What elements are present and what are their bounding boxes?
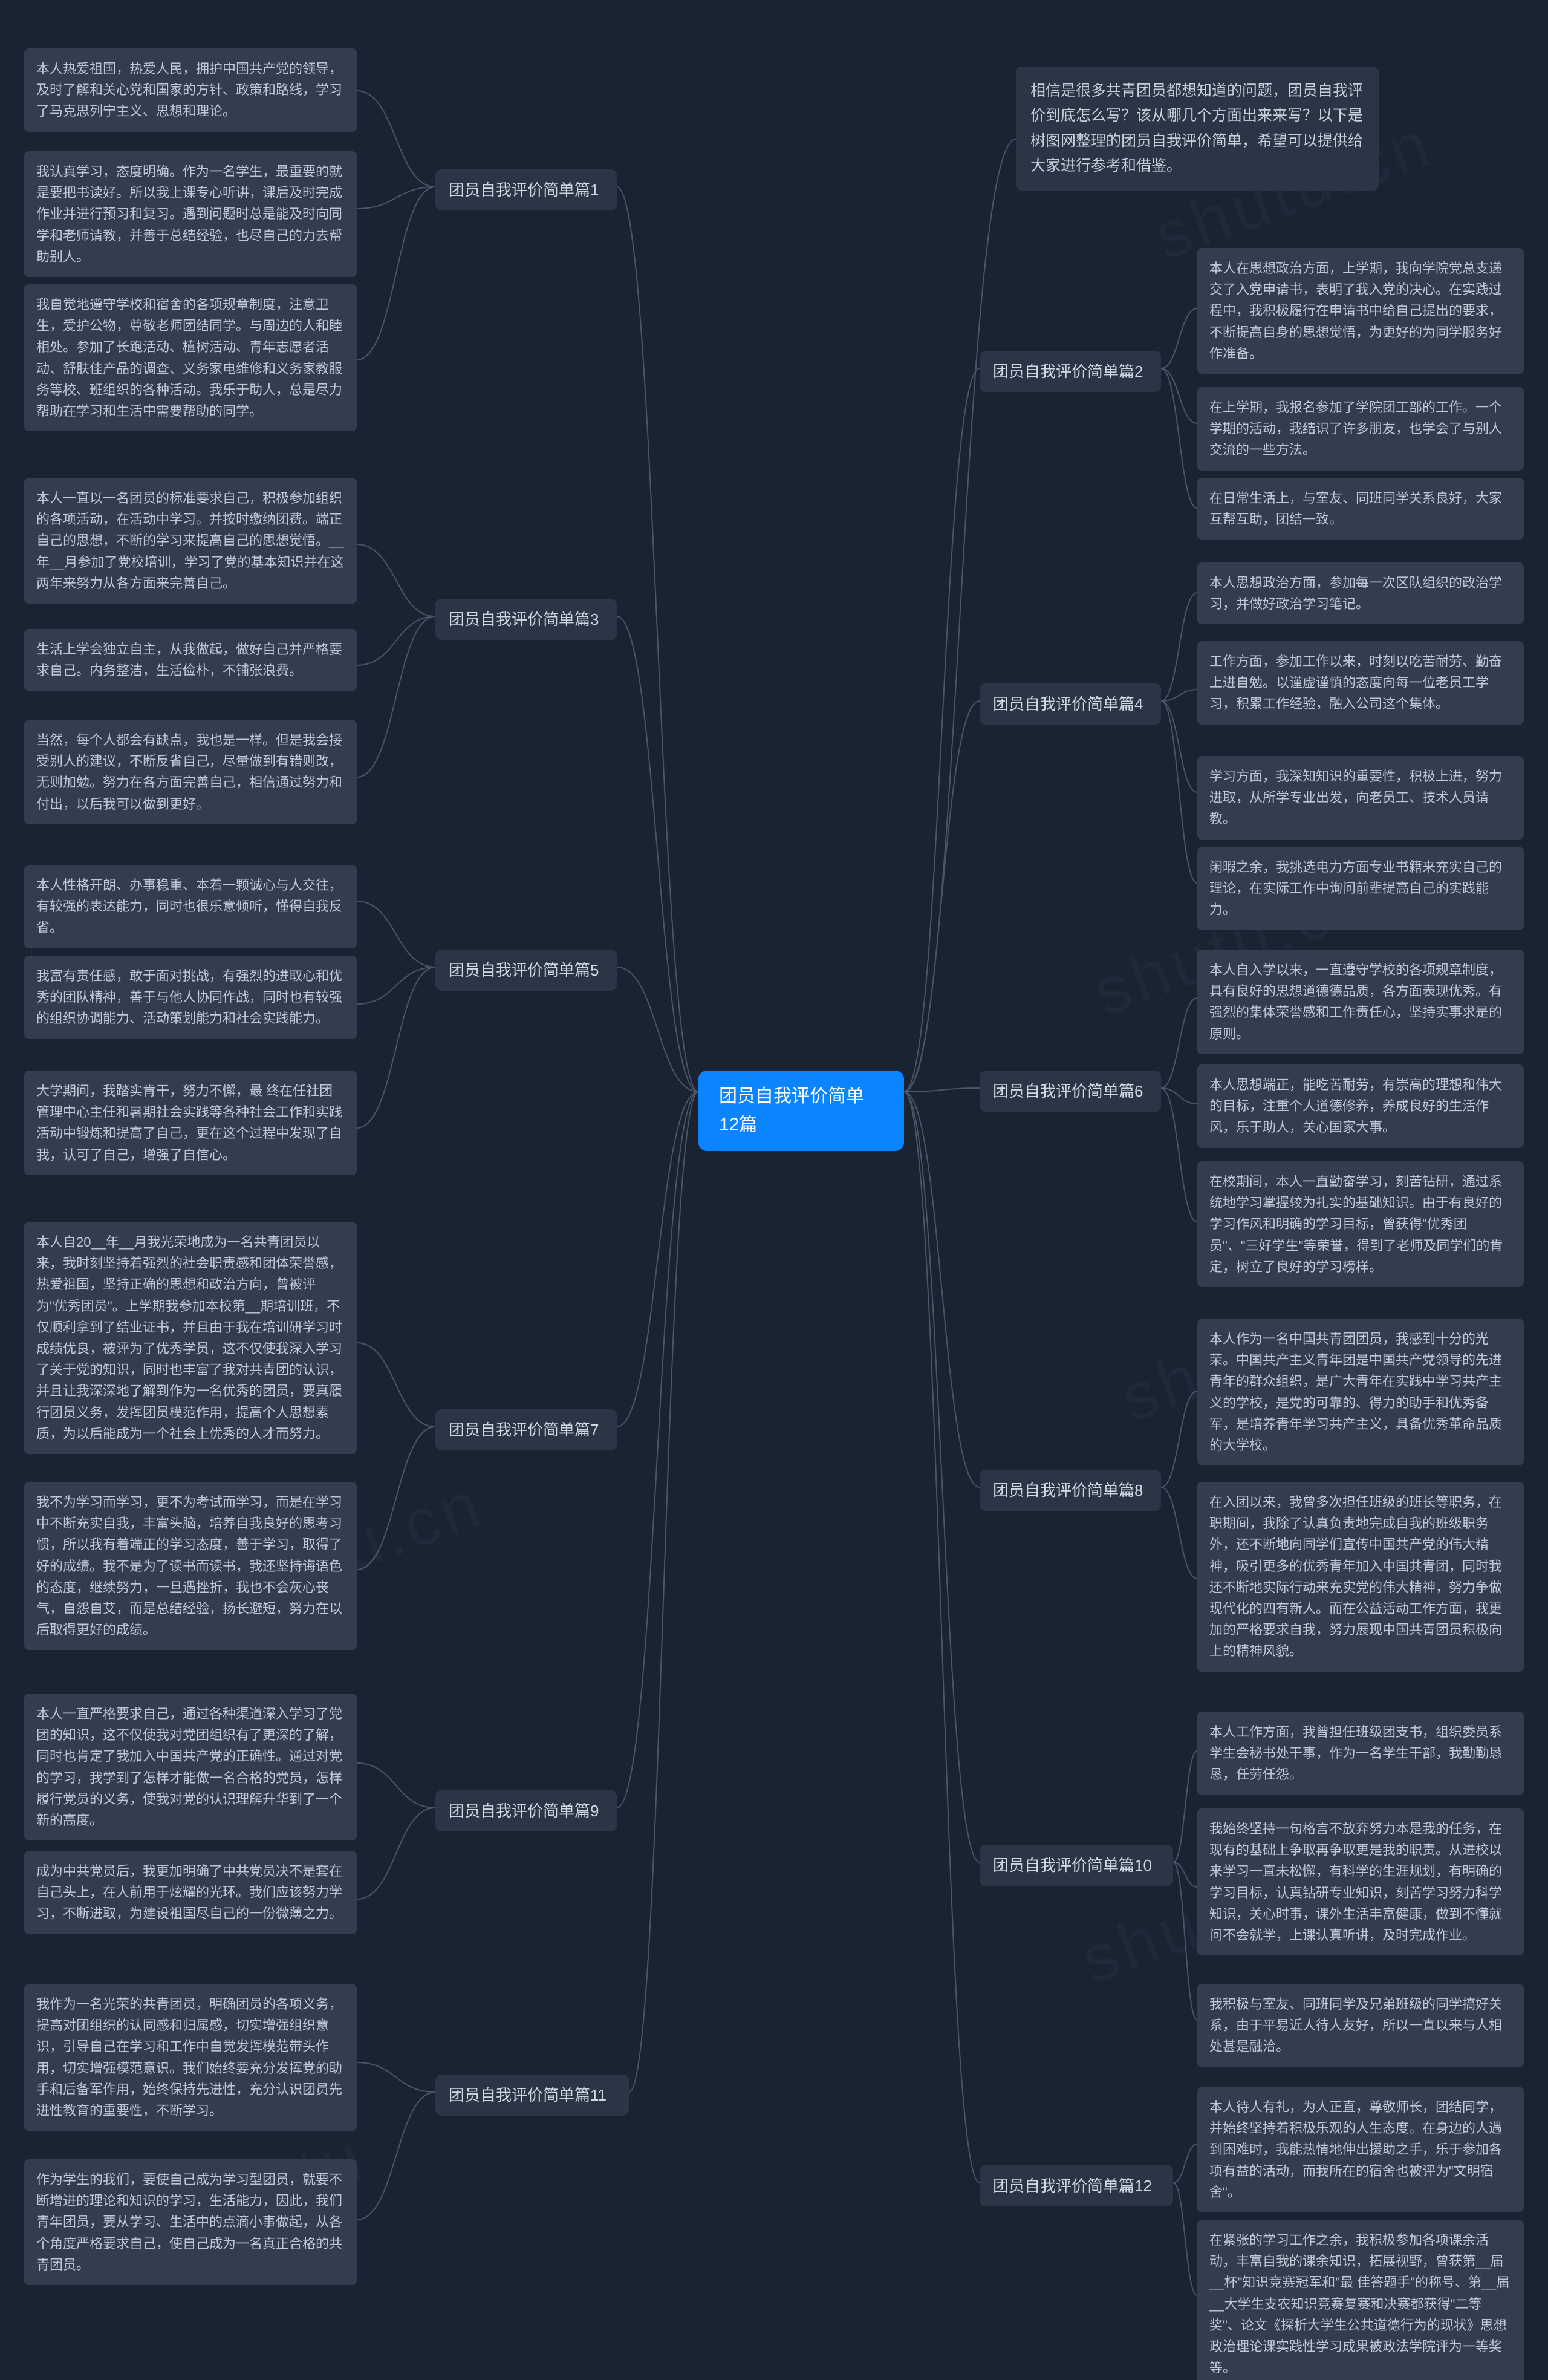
branch-node: 团员自我评价简单篇9 — [435, 1790, 617, 1831]
leaf-node: 我不为学习而学习，更不为考试而学习，而是在学习中不断充实自我，丰富头脑，培养自我… — [24, 1482, 357, 1650]
leaf-node: 本人性格开朗、办事稳重、本着一颗诚心与人交往，有较强的表达能力，同时也很乐意倾听… — [24, 865, 357, 948]
leaf-node: 本人在思想政治方面，上学期，我向学院党总支递交了入党申请书，表明了我入党的决心。… — [1197, 248, 1524, 374]
leaf-node: 本人作为一名中国共青团团员，我感到十分的光荣。中国共产主义青年团是中国共产党领导… — [1197, 1319, 1524, 1465]
leaf-node: 我始终坚持一句格言不放弃努力本是我的任务，在现有的基础上争取再争取更是我的职责。… — [1197, 1808, 1524, 1955]
leaf-node: 当然，每个人都会有缺点，我也是一样。但是我会接受别人的建议，不断反省自己，尽量做… — [24, 720, 357, 824]
leaf-node: 我自觉地遵守学校和宿舍的各项规章制度，注意卫生，爱护公物，尊敬老师团结同学。与周… — [24, 284, 357, 431]
leaf-node: 在入团以来，我曾多次担任班级的班长等职务，在职期间，我除了认真负责地完成自我的班… — [1197, 1482, 1524, 1672]
leaf-node: 我认真学习，态度明确。作为一名学生，最重要的就是要把书读好。所以我上课专心听讲，… — [24, 151, 357, 277]
center-node: 团员自我评价简单12篇 — [698, 1071, 904, 1151]
leaf-node: 生活上学会独立自主，从我做起，做好自己并严格要求自己。内务整洁，生活俭朴，不铺张… — [24, 629, 357, 691]
branch-node: 团员自我评价简单篇1 — [435, 169, 617, 210]
branch-node: 团员自我评价简单篇2 — [980, 351, 1161, 392]
leaf-node: 本人自20__年__月我光荣地成为一名共青团员以来，我时刻坚持着强烈的社会职责感… — [24, 1222, 357, 1454]
leaf-node: 本人一直严格要求自己，通过各种渠道深入学习了党团的知识，这不仅使我对党团组织有了… — [24, 1694, 357, 1840]
leaf-node: 本人热爱祖国，热爱人民，拥护中国共产党的领导，及时了解和关心党和国家的方针、政策… — [24, 48, 357, 132]
leaf-node: 成为中共党员后，我更加明确了中共党员决不是套在自己头上，在人前用于炫耀的光环。我… — [24, 1851, 357, 1934]
leaf-node: 学习方面，我深知知识的重要性，积极上进，努力进取，从所学专业出发，向老员工、技术… — [1197, 756, 1524, 840]
leaf-node: 本人思想政治方面，参加每一次区队组织的政治学习，并做好政治学习笔记。 — [1197, 562, 1524, 624]
leaf-node: 在紧张的学习工作之余，我积极参加各项课余活动，丰富自我的课余知识，拓展视野，曾获… — [1197, 2220, 1524, 2380]
leaf-node: 闲暇之余，我挑选电力方面专业书籍来充实自己的理论，在实际工作中询问前辈提高自己的… — [1197, 847, 1524, 930]
leaf-node: 在日常生活上，与室友、同班同学关系良好，大家互帮互助，团结一致。 — [1197, 478, 1524, 540]
leaf-node: 在校期间，本人一直勤奋学习，刻苦钻研，通过系统地学习掌握较为扎实的基础知识。由于… — [1197, 1161, 1524, 1287]
branch-node: 团员自我评价简单篇3 — [435, 599, 617, 640]
leaf-node: 本人思想端正，能吃苦耐劳，有崇高的理想和伟大的目标，注重个人道德修养，养成良好的… — [1197, 1064, 1524, 1148]
branch-node: 团员自我评价简单篇4 — [980, 683, 1161, 725]
leaf-node: 作为学生的我们，要使自己成为学习型团员，就要不断增进的理论和知识的学习，生活能力… — [24, 2159, 357, 2285]
branch-node: 团员自我评价简单篇10 — [980, 1845, 1173, 1886]
branch-node: 团员自我评价简单篇5 — [435, 950, 617, 991]
leaf-node: 在上学期，我报名参加了学院团工部的工作。一个学期的活动，我结识了许多朋友，也学会… — [1197, 387, 1524, 471]
leaf-node: 本人自入学以来，一直遵守学校的各项规章制度，具有良好的思想道德德品质，各方面表现… — [1197, 950, 1524, 1054]
branch-node: 团员自我评价简单篇6 — [980, 1071, 1161, 1112]
leaf-node: 我富有责任感，敢于面对挑战，有强烈的进取心和优秀的团队精神，善于与他人协同作战，… — [24, 956, 357, 1039]
leaf-node: 本人待人有礼，为人正直，尊敬师长，团结同学，并始终坚持着积极乐观的人生态度。在身… — [1197, 2087, 1524, 2212]
leaf-node: 我作为一名光荣的共青团员，明确团员的各项义务，提高对团组织的认同感和归属感，切实… — [24, 1984, 357, 2131]
leaf-node: 工作方面，参加工作以来，时刻以吃苦耐劳、勤奋上进自勉。以谨虚谨慎的态度向每一位老… — [1197, 641, 1524, 725]
leaf-node: 我积极与室友、同班同学及兄弟班级的同学搞好关系，由于平易近人待人友好，所以一直以… — [1197, 1984, 1524, 2067]
leaf-node: 本人工作方面，我曾担任班级团支书，组织委员系学生会秘书处干事，作为一名学生干部，… — [1197, 1712, 1524, 1795]
branch-node: 团员自我评价简单篇8 — [980, 1470, 1161, 1511]
leaf-node: 大学期间，我踏实肯干，努力不懈，最 终在任社团管理中心主任和暑期社会实践等各种社… — [24, 1071, 357, 1175]
intro-node: 相信是很多共青团员都想知道的问题，团员自我评价到底怎么写？该从哪几个方面出来来写… — [1016, 67, 1379, 191]
branch-node: 团员自我评价简单篇11 — [435, 2075, 629, 2116]
leaf-node: 本人一直以一名团员的标准要求自己，积极参加组织的各项活动，在活动中学习。并按时缴… — [24, 478, 357, 604]
branch-node: 团员自我评价简单篇12 — [980, 2165, 1173, 2206]
branch-node: 团员自我评价简单篇7 — [435, 1409, 617, 1450]
